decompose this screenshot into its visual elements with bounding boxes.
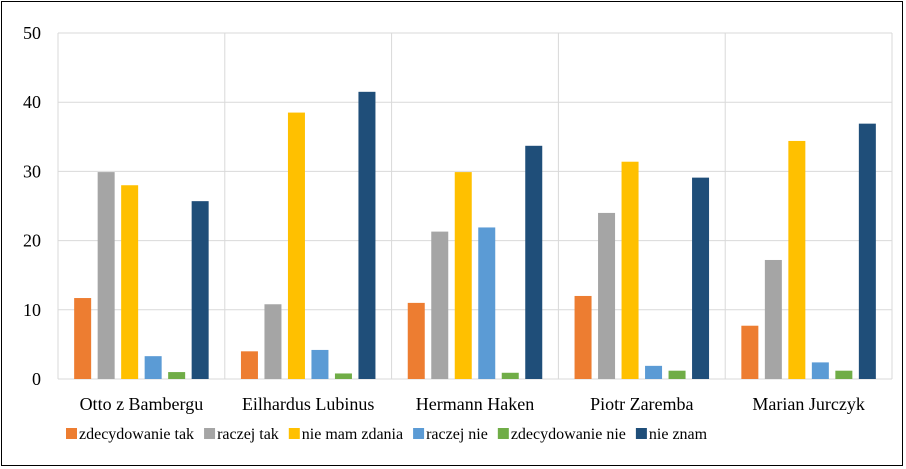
x-category-label: Piotr Zaremba: [590, 394, 693, 414]
legend-label: raczej tak: [217, 426, 279, 443]
bar: [168, 372, 186, 379]
legend-label: raczej nie: [426, 426, 488, 443]
bar: [478, 227, 496, 379]
bar: [788, 140, 806, 379]
x-category-label: Eilhardus Lubinus: [242, 394, 375, 414]
bar: [598, 212, 616, 379]
y-tick-label: 40: [23, 92, 41, 112]
bar: [240, 351, 258, 379]
bar: [358, 91, 376, 379]
bar: [97, 172, 115, 379]
bar: [692, 177, 710, 379]
bar: [264, 304, 282, 379]
y-tick-label: 50: [23, 23, 41, 43]
legend-swatch: [635, 428, 647, 439]
y-tick-label: 20: [23, 231, 41, 251]
y-axis-ticks: 0 10 20 30 40 50: [23, 23, 41, 389]
bar: [311, 349, 329, 379]
bar: [835, 370, 853, 379]
bar: [668, 370, 686, 379]
legend: zdecydowanie tak raczej tak nie mam zdania…: [66, 426, 708, 443]
bars: [74, 91, 876, 379]
legend-swatch: [288, 428, 300, 439]
legend-swatch: [66, 428, 77, 439]
bar: [74, 298, 92, 379]
legend-swatch: [497, 428, 509, 439]
x-axis-labels: Otto z Bambergu Eilhardus Lubinus Hermann …: [80, 394, 865, 414]
x-category-label: Otto z Bambergu: [80, 394, 204, 414]
legend-swatch: [413, 428, 425, 439]
bar: [621, 161, 639, 379]
bar: [501, 372, 519, 379]
legend-label: zdecydowanie tak: [79, 426, 194, 443]
x-category-label: Hermann Haken: [416, 394, 534, 414]
bar: [454, 172, 472, 379]
y-tick-label: 10: [23, 300, 41, 320]
bar: [811, 362, 829, 379]
bar: [858, 123, 876, 379]
legend-swatch: [204, 428, 216, 439]
legend-label: zdecydowanie nie: [511, 426, 626, 443]
y-tick-label: 0: [32, 369, 41, 389]
y-tick-label: 30: [23, 161, 41, 181]
legend-label: nie znam: [649, 426, 708, 443]
bar: [121, 185, 139, 379]
bar: [407, 302, 425, 379]
bar: [764, 259, 782, 379]
bar: [144, 356, 162, 379]
bar: [431, 231, 449, 379]
bar: [191, 201, 209, 379]
bar: [645, 365, 663, 379]
bar: [525, 145, 543, 379]
bar: [334, 373, 352, 379]
bar: [741, 325, 759, 379]
bar: [287, 112, 305, 379]
x-category-label: Marian Jurczyk: [752, 394, 864, 414]
legend-label: nie mam zdania: [302, 426, 403, 443]
bar: [574, 295, 592, 379]
